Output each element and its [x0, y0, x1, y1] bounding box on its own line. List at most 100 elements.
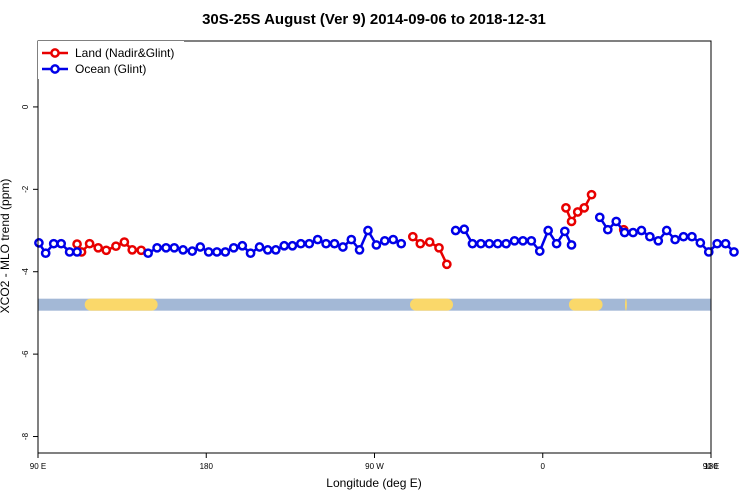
data-point — [40, 248, 51, 259]
land-ocean-band — [38, 298, 711, 311]
data-point — [695, 238, 706, 248]
data-point — [346, 234, 357, 245]
data-point — [509, 235, 520, 246]
data-point — [586, 189, 597, 200]
x-tick-label: 180 — [200, 462, 214, 471]
data-point — [178, 245, 188, 255]
data-point — [459, 224, 470, 235]
data-point — [518, 235, 528, 246]
data-point — [64, 247, 75, 257]
legend-box — [38, 41, 184, 79]
y-tick-label: 0 — [21, 104, 30, 109]
legend-marker — [50, 64, 60, 74]
data-point — [467, 238, 478, 249]
land-band-segment — [625, 298, 627, 311]
data-point — [720, 238, 731, 249]
data-point — [670, 234, 680, 245]
data-point — [602, 224, 613, 235]
data-point — [237, 240, 248, 251]
data-point — [329, 238, 340, 249]
data-point — [101, 245, 112, 256]
data-point — [450, 225, 461, 236]
data-point — [279, 240, 290, 251]
data-point — [611, 216, 622, 227]
data-point — [228, 242, 239, 253]
data-point — [678, 231, 689, 242]
legend: Land (Nadir&Glint) Ocean (Glint) — [38, 41, 184, 79]
data-point — [212, 247, 222, 257]
data-point — [687, 231, 697, 242]
data-point — [111, 241, 121, 252]
data-point — [579, 203, 590, 213]
data-point — [526, 235, 537, 246]
data-point — [628, 227, 638, 238]
legend-marker — [50, 48, 60, 58]
data-point — [572, 207, 583, 217]
land-band-segment — [568, 298, 603, 311]
data-point — [559, 226, 570, 237]
data-point — [388, 234, 399, 245]
data-point — [127, 245, 138, 255]
data-point — [653, 235, 664, 246]
x-tick-label: 90 E — [703, 462, 719, 471]
data-point — [169, 242, 180, 253]
ocean-band — [38, 298, 711, 311]
data-point — [619, 227, 630, 238]
data-point — [338, 242, 348, 252]
data-point — [245, 248, 256, 259]
data-point — [143, 248, 153, 259]
data-point — [254, 242, 265, 252]
data-point — [534, 246, 545, 256]
data-point — [594, 212, 605, 223]
land-band-segment — [84, 298, 158, 311]
x-tick-label: 90 W — [365, 462, 384, 471]
data-point — [195, 242, 206, 252]
data-point — [484, 238, 495, 249]
x-tick-label: 180 — [704, 462, 718, 471]
data-point — [321, 238, 331, 249]
y-tick-label: -2 — [21, 185, 30, 193]
data-point — [379, 235, 390, 246]
data-point — [661, 225, 672, 236]
data-point — [434, 242, 444, 253]
data-point — [161, 242, 171, 253]
series-ocean — [34, 212, 739, 259]
data-point — [93, 242, 104, 253]
data-point — [551, 238, 562, 249]
data-point — [371, 240, 382, 250]
data-point — [56, 238, 67, 249]
data-point — [566, 216, 577, 227]
data-point — [262, 245, 273, 255]
legend-label: Ocean (Glint) — [75, 62, 146, 76]
series-land — [72, 189, 629, 270]
y-tick-label: -4 — [21, 268, 30, 276]
x-tick-label: 0 — [541, 462, 546, 471]
data-point — [476, 238, 486, 249]
data-point — [501, 238, 511, 249]
legend-label: Land (Nadir&Glint) — [75, 46, 174, 60]
data-point — [72, 239, 82, 249]
data-point — [203, 247, 214, 257]
data-point — [354, 245, 365, 255]
data-point — [561, 203, 571, 213]
data-point — [543, 225, 554, 236]
data-point — [72, 247, 82, 257]
data-point — [712, 238, 723, 249]
data-point — [407, 231, 418, 242]
data-point — [566, 240, 577, 250]
y-tick-label: -6 — [21, 350, 30, 358]
data-point — [441, 259, 452, 270]
data-point — [295, 238, 306, 249]
data-point — [187, 246, 198, 256]
y-tick-label: -8 — [21, 432, 30, 440]
data-point — [312, 234, 323, 245]
data-point — [363, 225, 373, 236]
data-point — [84, 238, 95, 249]
data-point — [119, 237, 130, 247]
data-point — [396, 238, 407, 249]
data-point — [636, 225, 647, 236]
data-point — [304, 238, 315, 249]
land-band-segment — [410, 298, 454, 311]
data-point — [645, 231, 655, 242]
